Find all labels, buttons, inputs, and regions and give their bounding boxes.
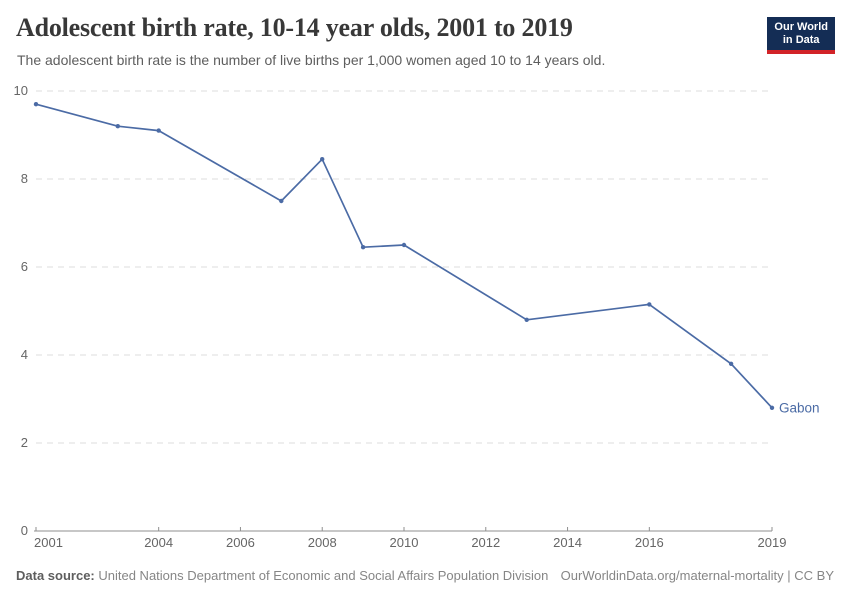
y-tick-label: 6 [21,259,28,274]
owid-logo-line2: in Data [782,34,820,46]
data-source: Data source: United Nations Department o… [16,568,548,583]
y-tick-label: 0 [21,523,28,538]
credit-link: OurWorldinData.org/maternal-mortality | … [560,568,834,583]
data-point [401,242,407,248]
chart-subtitle: The adolescent birth rate is the number … [17,52,606,68]
chart-title: Adolescent birth rate, 10-14 year olds, … [16,13,573,42]
y-tick-label: 4 [21,347,28,362]
data-point [279,198,284,204]
y-tick-label: 8 [21,171,28,186]
data-source-label: Data source: [16,568,95,583]
x-tick-label: 2004 [144,535,173,550]
x-tick-label: 2008 [308,535,337,550]
x-tick-label: 2006 [226,535,255,550]
chart-svg: 0 2 4 6 8 10 2001 2004 2006 2008 2010 2012 2014 2016 2… [14,83,820,550]
data-point [33,102,39,107]
data-point [360,245,366,250]
y-tick-label: 10 [14,83,28,98]
data-point [647,302,652,307]
data-point [320,157,325,162]
series-line [35,103,773,409]
data-point [728,361,734,366]
y-tick-label: 2 [21,435,28,450]
data-point [524,317,529,322]
x-tick-label: 2019 [758,535,787,550]
series-end-label: Gabon [779,400,820,415]
data-point [115,124,121,129]
chart-footer: Data source: United Nations Department o… [16,568,834,583]
x-tick-label: 2010 [390,535,419,550]
x-tick-label: 2012 [471,535,500,550]
data-point [156,128,161,133]
x-tick-label: 2001 [34,535,63,550]
data-source-text: United Nations Department of Economic an… [94,568,549,583]
data-point [769,405,775,410]
owid-logo-line1: Our World [774,21,828,33]
owid-logo: Our World in Data [767,17,835,54]
x-tick-label: 2016 [635,535,664,550]
x-tick-label: 2014 [553,535,582,550]
